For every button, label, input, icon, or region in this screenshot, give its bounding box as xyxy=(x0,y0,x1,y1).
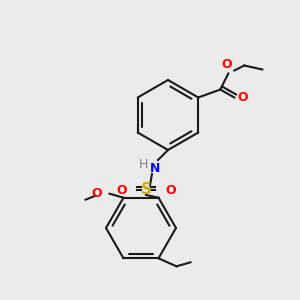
Text: H: H xyxy=(139,158,148,170)
Text: N: N xyxy=(150,161,160,175)
Text: O: O xyxy=(91,187,101,200)
Text: S: S xyxy=(140,182,152,197)
Text: O: O xyxy=(165,184,175,196)
Text: O: O xyxy=(221,58,232,71)
Text: O: O xyxy=(116,184,127,196)
Text: O: O xyxy=(237,91,248,104)
